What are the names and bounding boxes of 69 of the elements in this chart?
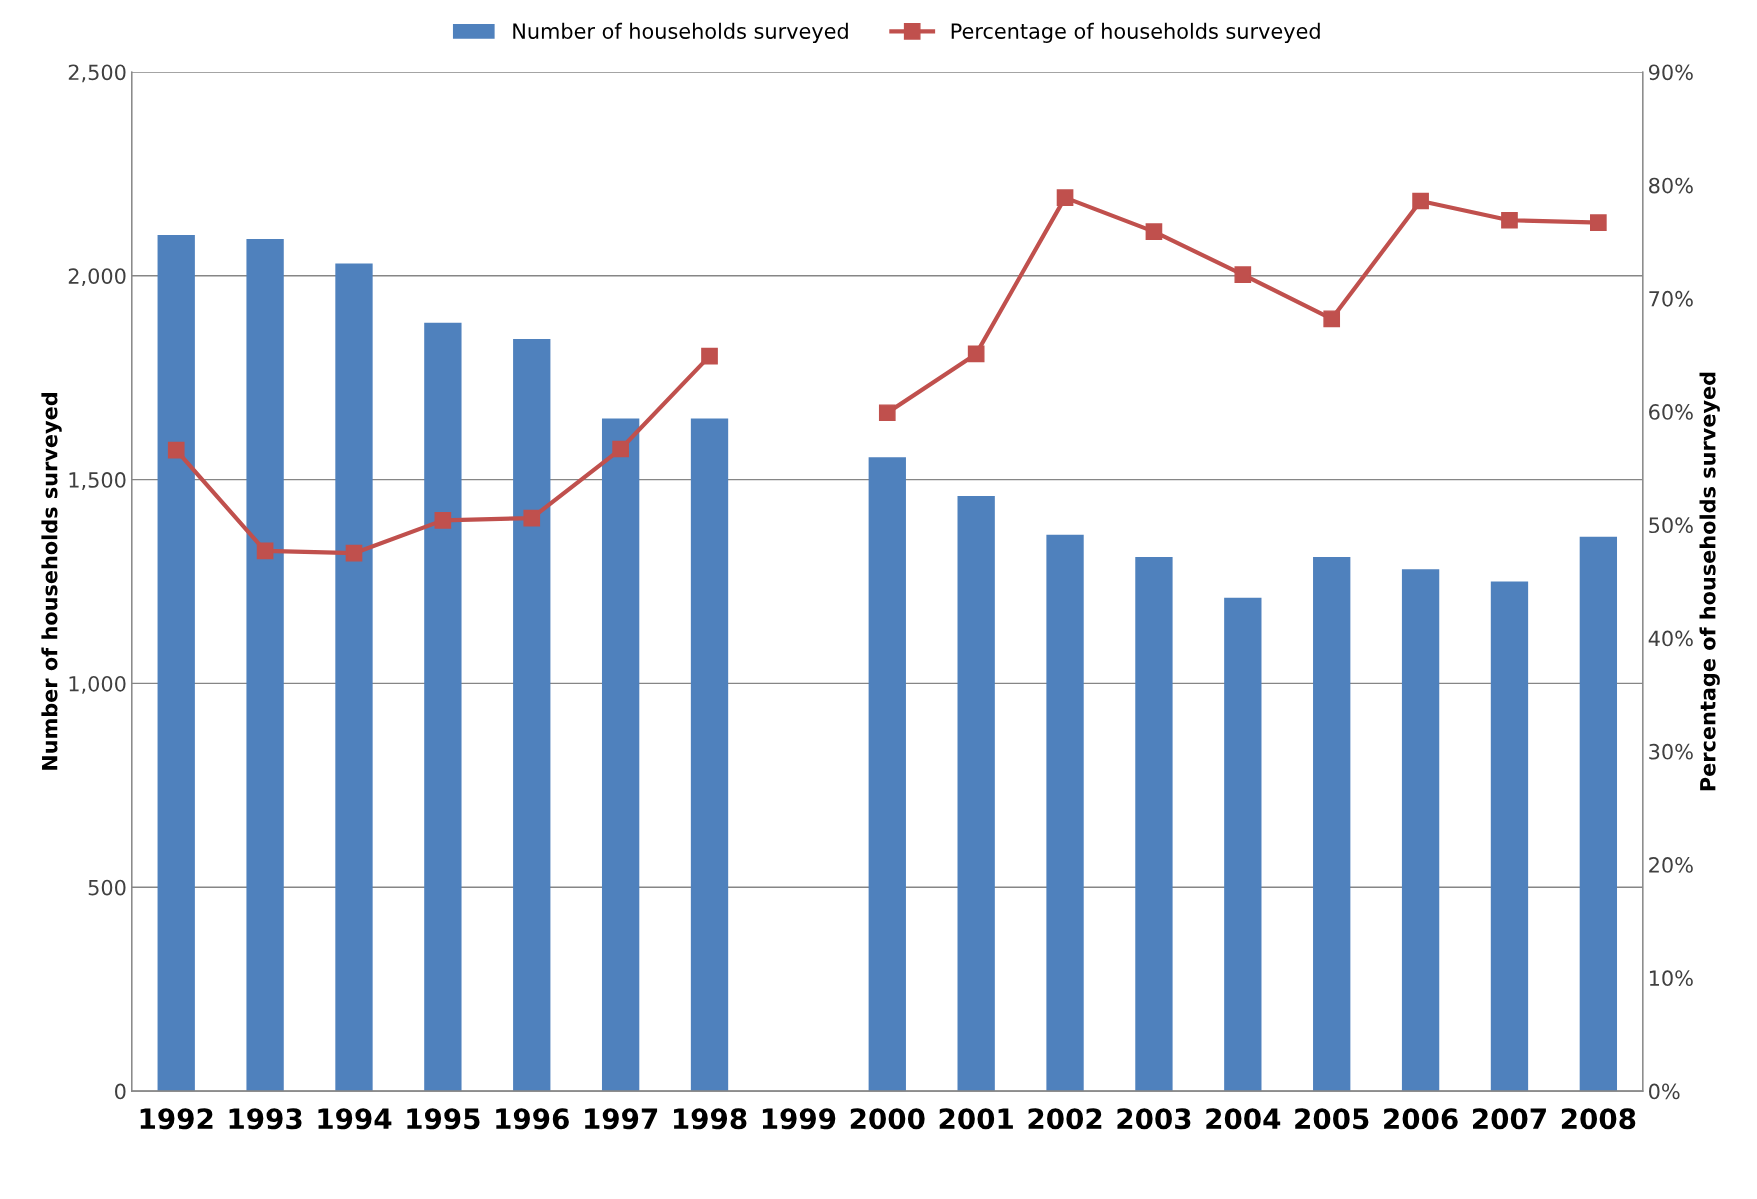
bar xyxy=(1401,569,1440,1092)
legend-label: Percentage of households surveyed xyxy=(951,22,1320,43)
bar xyxy=(335,263,373,1092)
x-tick-label: 2000 xyxy=(850,1108,925,1130)
bar xyxy=(868,457,906,1092)
y-tick-label: 0 xyxy=(115,1083,126,1100)
x-tick-label: 2005 xyxy=(1295,1108,1369,1130)
point xyxy=(523,509,541,527)
point xyxy=(967,345,985,363)
x-tick-label: 2007 xyxy=(1473,1108,1546,1130)
y2-tick-label: 0% xyxy=(1649,1083,1680,1100)
point xyxy=(1590,214,1607,231)
x-tick-label: 1997 xyxy=(585,1108,658,1130)
bar xyxy=(1224,597,1262,1092)
bar xyxy=(1135,557,1173,1092)
x-tick-label: 2008 xyxy=(1561,1108,1636,1130)
x-tick-label: 1994 xyxy=(318,1108,392,1130)
y2-tick-label: 70% xyxy=(1649,290,1693,307)
bar xyxy=(690,418,729,1092)
y2-tick-label: 40% xyxy=(1648,630,1693,647)
bar xyxy=(1313,557,1351,1092)
x-tick-label: 1992 xyxy=(140,1108,213,1130)
point xyxy=(1501,211,1518,229)
y2-axis-title: Percentage of households surveyed xyxy=(1699,372,1720,791)
point xyxy=(1412,192,1429,210)
bar xyxy=(513,338,551,1092)
y2-tick-label: 50% xyxy=(1649,517,1693,534)
y-axis-title: Number of households surveyed xyxy=(41,393,62,770)
x-tick-label: 1996 xyxy=(496,1108,569,1130)
x-tick-label: 1993 xyxy=(229,1108,302,1130)
x-tick-label: 2006 xyxy=(1384,1108,1458,1130)
bar xyxy=(246,239,284,1092)
point xyxy=(1323,310,1341,328)
bar xyxy=(1579,536,1618,1092)
x-tick-label: 2003 xyxy=(1117,1108,1191,1130)
y-tick-label: 2,000 xyxy=(68,268,126,287)
y2-tick-label: 90% xyxy=(1648,64,1693,81)
y-tick-label: 500 xyxy=(88,879,126,896)
point xyxy=(434,512,452,529)
bar xyxy=(957,495,995,1092)
point xyxy=(1056,189,1074,206)
point xyxy=(256,542,274,560)
legend-label: Number of households surveyed xyxy=(513,22,848,43)
y2-tick-label: 10% xyxy=(1649,970,1693,987)
x-tick-label: 1999 xyxy=(762,1108,836,1130)
bar xyxy=(1490,581,1529,1092)
point xyxy=(701,347,718,365)
y2-tick-label: 20% xyxy=(1649,857,1693,873)
x-tick-label: 2001 xyxy=(939,1108,1013,1130)
y2-tick-label: 60% xyxy=(1649,404,1693,420)
bar xyxy=(157,235,195,1092)
y2-tick-label: 30% xyxy=(1649,743,1693,760)
x-tick-label: 1995 xyxy=(407,1108,480,1130)
x-tick-label: 1998 xyxy=(674,1108,747,1130)
y-tick-label: 1,500 xyxy=(69,472,126,490)
bar xyxy=(601,418,640,1092)
x-tick-label: 2004 xyxy=(1206,1108,1281,1130)
y-tick-label: 2,500 xyxy=(68,64,126,83)
point xyxy=(167,441,185,459)
y-tick-label: 1,000 xyxy=(69,675,126,694)
point xyxy=(1234,266,1252,283)
point xyxy=(878,404,896,422)
point xyxy=(1145,223,1163,240)
y2-tick-label: 80% xyxy=(1649,177,1693,194)
point xyxy=(612,440,629,458)
x-tick-label: 2002 xyxy=(1028,1108,1102,1130)
bar xyxy=(1046,534,1084,1092)
point xyxy=(345,544,363,562)
bar xyxy=(424,322,462,1092)
